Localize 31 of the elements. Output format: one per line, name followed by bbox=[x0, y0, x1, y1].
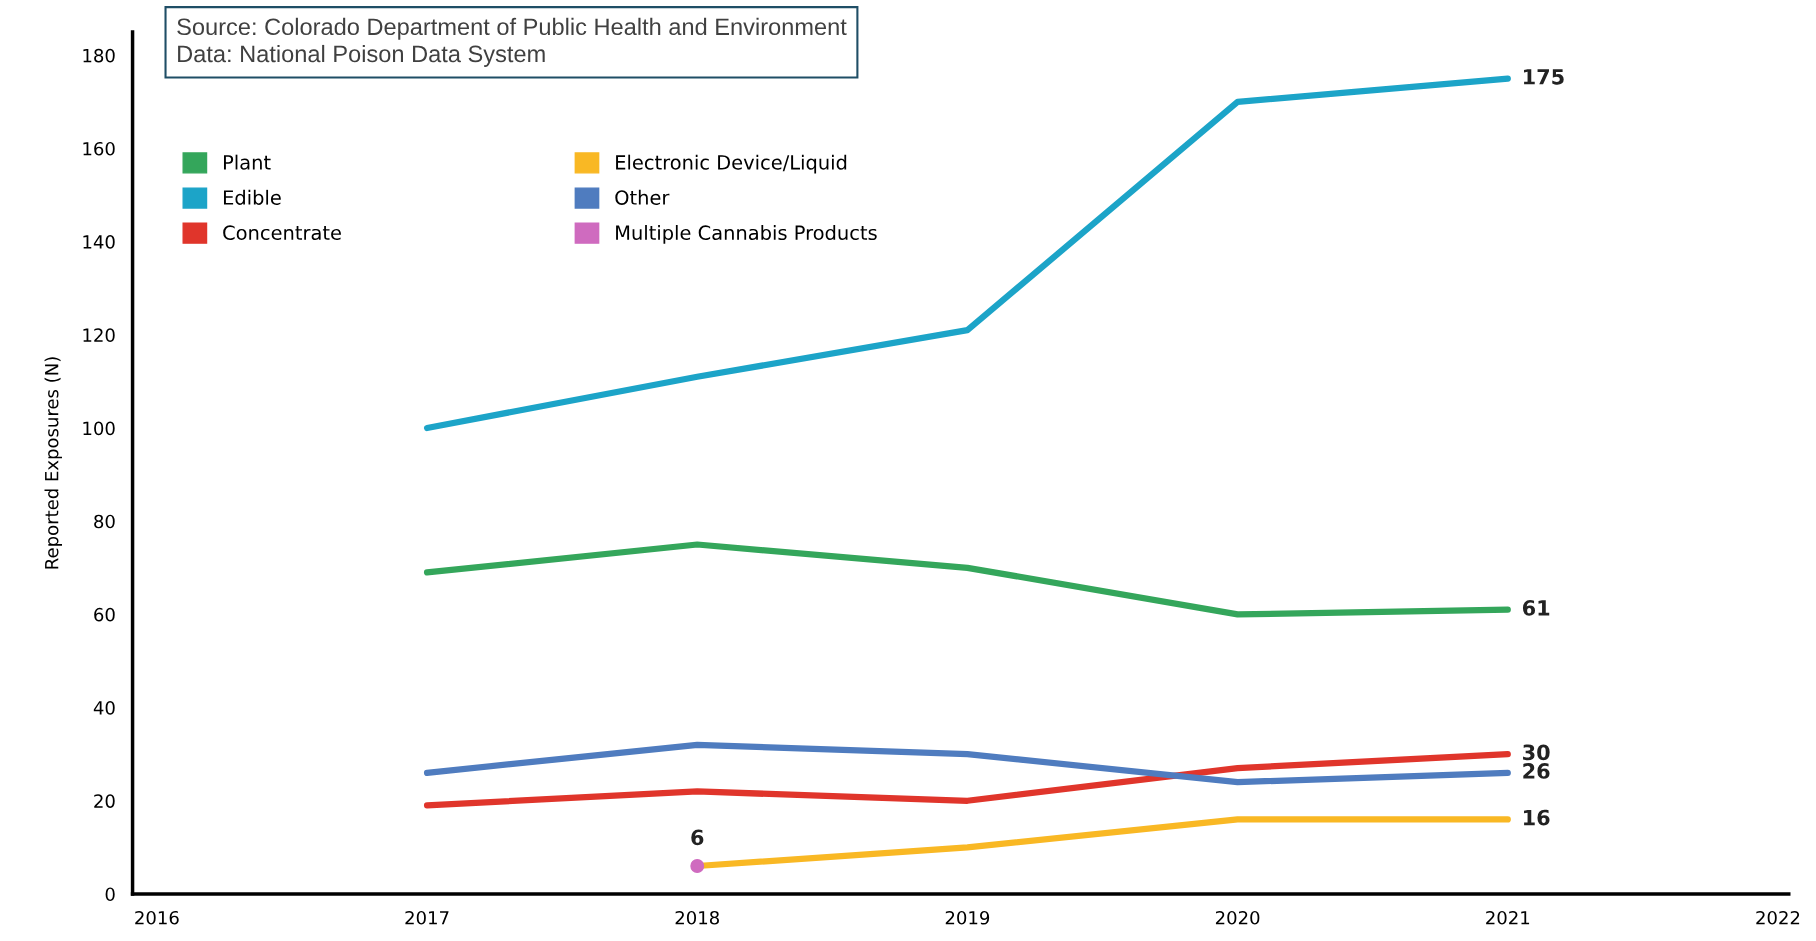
data-label: 30 bbox=[1523, 744, 1550, 761]
y-tick-label: 40 bbox=[93, 701, 115, 715]
data-label: 175 bbox=[1524, 69, 1564, 85]
data-label: 16 bbox=[1524, 809, 1550, 826]
legend-label: Other bbox=[615, 189, 670, 205]
y-tick-label: 100 bbox=[83, 421, 115, 436]
y-tick-label: 80 bbox=[94, 514, 115, 529]
legend-label: Electronic Device/Liquid bbox=[616, 154, 847, 174]
y-tick-label: 140 bbox=[83, 235, 115, 249]
legend-label: Plant bbox=[223, 154, 271, 170]
legend-label: Multiple Cannabis Products bbox=[616, 224, 877, 244]
x-tick-label: 2022 bbox=[1756, 910, 1800, 925]
y-axis-title: Reported Exposures (N) bbox=[44, 357, 62, 569]
data-label: 26 bbox=[1523, 763, 1550, 779]
y-tick-label: 60 bbox=[94, 607, 115, 622]
annotation: Source: Colorado Department of Public Health and Environment Data: National Poison Data System bbox=[177, 17, 847, 67]
legend-label: Concentrate bbox=[223, 225, 341, 241]
x-tick-label: 2020 bbox=[1215, 910, 1260, 925]
y-tick-label: 180 bbox=[83, 48, 115, 63]
y-tick-label: 120 bbox=[83, 328, 115, 342]
legend-label: Edible bbox=[223, 189, 281, 205]
data-label: 6 bbox=[691, 829, 704, 846]
data-label: 61 bbox=[1522, 600, 1550, 616]
x-tick-label: 2021 bbox=[1486, 910, 1530, 925]
y-tick-label: 160 bbox=[83, 141, 115, 156]
y-tick-label: 20 bbox=[94, 794, 115, 808]
x-tick-label: 2017 bbox=[405, 910, 449, 925]
x-tick-label: 2019 bbox=[945, 910, 990, 925]
x-tick-label: 2018 bbox=[675, 910, 719, 925]
x-tick-label: 2016 bbox=[135, 910, 179, 925]
y-tick-label: 0 bbox=[105, 887, 115, 902]
